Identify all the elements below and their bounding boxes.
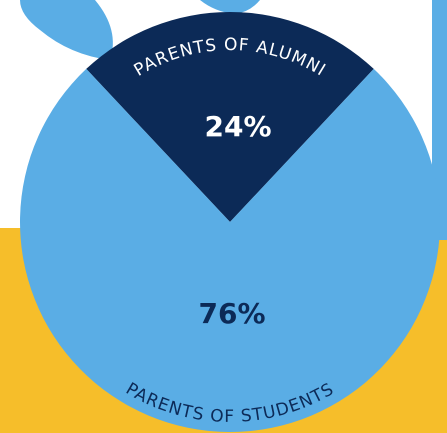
value-label: 24% — [204, 110, 271, 143]
background-shape — [200, 0, 260, 14]
background-shape — [20, 0, 113, 60]
pie-slice — [20, 68, 440, 432]
value-label: 76% — [198, 297, 265, 330]
pie — [20, 12, 440, 432]
pie-slice — [86, 12, 374, 223]
